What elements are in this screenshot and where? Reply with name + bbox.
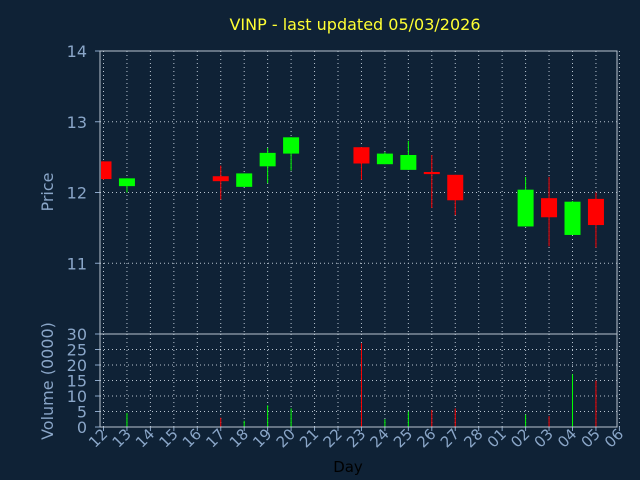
x-tick-label: 12 xyxy=(85,425,111,451)
x-tick-label: 24 xyxy=(366,425,392,451)
candle-body xyxy=(447,174,464,201)
x-tick-label: 20 xyxy=(273,425,299,451)
x-tick-label: 01 xyxy=(484,425,510,451)
candle-body xyxy=(212,176,229,182)
volume-grid xyxy=(100,333,620,428)
candle-body xyxy=(353,147,370,164)
x-tick-label: 21 xyxy=(296,425,322,451)
x-tick-label: 22 xyxy=(320,425,346,451)
candle-body xyxy=(423,171,440,175)
x-tick-label: 14 xyxy=(132,425,158,451)
volume-panel-frame xyxy=(99,333,618,428)
price-tick-label: 14 xyxy=(67,42,87,61)
volume-tick-label: 30 xyxy=(67,325,87,344)
candle-body xyxy=(236,173,253,187)
price-tick-label: 12 xyxy=(67,184,87,203)
price-tick-label: 13 xyxy=(67,113,87,132)
x-tick-label: 13 xyxy=(109,425,135,451)
volume-tick-label: 15 xyxy=(67,372,87,391)
candles xyxy=(101,137,604,248)
candle-body xyxy=(400,155,417,170)
x-tick-label: 15 xyxy=(155,425,181,451)
volume-tick-label: 20 xyxy=(67,356,87,375)
candle-body xyxy=(118,178,135,187)
candle-body xyxy=(541,198,558,218)
volume-tick-label: 5 xyxy=(77,403,87,422)
volume-tick-label: 10 xyxy=(67,387,87,406)
volume-axis-label: Volume (0000) xyxy=(38,322,57,440)
price-axis-label: Price xyxy=(38,172,57,211)
volume-bars xyxy=(126,343,597,427)
x-tick-label: 05 xyxy=(578,425,604,451)
candle-body xyxy=(517,189,534,227)
x-axis-label: Day xyxy=(333,458,363,476)
price-tick-labels: 11 12 13 14 xyxy=(67,42,100,273)
x-tick-label: 17 xyxy=(202,425,228,451)
price-tick-label: 11 xyxy=(67,254,87,273)
price-panel-frame xyxy=(99,50,618,335)
x-tick-label: 02 xyxy=(507,425,533,451)
x-tick-label: 19 xyxy=(249,425,275,451)
candle-body xyxy=(376,153,393,165)
x-tick-label: 06 xyxy=(601,425,627,451)
x-tick-label: 25 xyxy=(390,425,416,451)
x-tick-label: 26 xyxy=(413,425,439,451)
volume-tick-label: 25 xyxy=(67,341,87,360)
x-tick-label: 16 xyxy=(179,425,205,451)
x-tick-label: 27 xyxy=(437,425,463,451)
volume-tick-label: 0 xyxy=(77,418,87,437)
x-tick-label: 23 xyxy=(343,425,369,451)
price-grid xyxy=(100,50,620,334)
x-tick-label: 03 xyxy=(531,425,557,451)
candle-body xyxy=(101,161,112,180)
candle-body xyxy=(283,137,300,154)
x-tick-labels: 1213141516171819202122232425262728010203… xyxy=(85,425,627,451)
chart-title: VINP - last updated 05/03/2026 xyxy=(229,15,480,34)
candle-body xyxy=(587,198,604,226)
x-tick-label: 18 xyxy=(226,425,252,451)
candle-body xyxy=(259,152,276,167)
x-tick-label: 28 xyxy=(460,425,486,451)
candle-body xyxy=(564,201,581,235)
x-tick-label: 04 xyxy=(554,425,580,451)
